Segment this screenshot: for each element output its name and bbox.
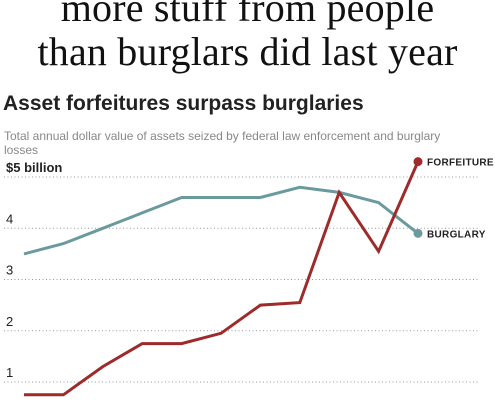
series-labels: BURGLARY FORFEITURE bbox=[427, 158, 494, 241]
series-endpoint-forfeiture bbox=[413, 157, 423, 167]
series-endpoint-burglary bbox=[413, 228, 423, 238]
chart-subtitle: Total annual dollar value of assets seiz… bbox=[4, 129, 441, 157]
y-tick-label-1: 1 bbox=[6, 365, 13, 380]
series-line-forfeiture bbox=[24, 160, 420, 397]
headline-line-1: more stuff from people bbox=[60, 0, 435, 30]
headline-line-2: than burglars did last year bbox=[37, 29, 458, 74]
y-tick-label-2: 2 bbox=[6, 314, 13, 329]
y-axis-ticks: $5 billion 4 3 2 1 bbox=[6, 160, 62, 380]
series-label-forfeiture: FORFEITURE bbox=[427, 158, 494, 169]
series-label-burglary: BURGLARY bbox=[427, 229, 486, 240]
gridlines bbox=[4, 176, 480, 383]
chart-title: Asset forfeitures surpass burglaries bbox=[3, 92, 364, 115]
headline: more stuff from people than burglars did… bbox=[0, 0, 495, 74]
series-endpoints bbox=[413, 157, 423, 238]
series-lines bbox=[23, 160, 420, 397]
y-tick-label-5: $5 billion bbox=[6, 160, 62, 175]
series-line-burglary bbox=[23, 185, 419, 256]
y-tick-label-3: 3 bbox=[6, 263, 13, 278]
y-tick-label-4: 4 bbox=[6, 211, 13, 226]
